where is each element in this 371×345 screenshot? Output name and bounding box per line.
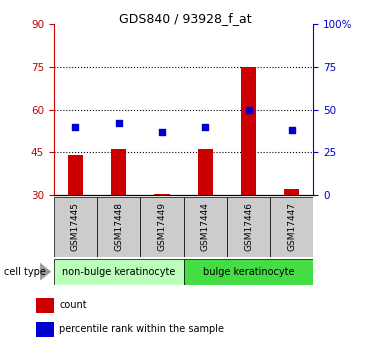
Bar (284, 189, 299, 195)
Bar (241, 67, 256, 195)
Bar (270, 197, 313, 257)
Bar (36, 322, 54, 337)
Bar (198, 149, 213, 195)
Text: GSM17444: GSM17444 (201, 203, 210, 251)
Point (246, 107, 252, 112)
Text: GSM17445: GSM17445 (71, 202, 80, 252)
Bar (154, 194, 170, 195)
Bar (227, 197, 270, 257)
Text: GSM17449: GSM17449 (158, 202, 167, 252)
Bar (111, 149, 126, 195)
Bar (54, 259, 184, 285)
Polygon shape (40, 263, 51, 281)
Point (202, 124, 208, 129)
Bar (140, 197, 184, 257)
Bar (54, 197, 97, 257)
Point (289, 127, 295, 133)
Text: GSM17448: GSM17448 (114, 202, 123, 252)
Text: non-bulge keratinocyte: non-bulge keratinocyte (62, 267, 175, 277)
Text: cell type: cell type (4, 267, 46, 277)
Point (72, 124, 78, 129)
Bar (184, 259, 313, 285)
Point (116, 120, 122, 126)
Bar (184, 197, 227, 257)
Point (159, 129, 165, 135)
Text: percentile rank within the sample: percentile rank within the sample (59, 325, 224, 334)
Bar (97, 197, 140, 257)
Text: GSM17447: GSM17447 (288, 202, 296, 252)
Text: GDS840 / 93928_f_at: GDS840 / 93928_f_at (119, 12, 252, 25)
Text: bulge keratinocyte: bulge keratinocyte (203, 267, 294, 277)
Bar (36, 298, 54, 313)
Text: GSM17446: GSM17446 (244, 202, 253, 252)
Bar (68, 155, 83, 195)
Text: count: count (59, 300, 87, 310)
